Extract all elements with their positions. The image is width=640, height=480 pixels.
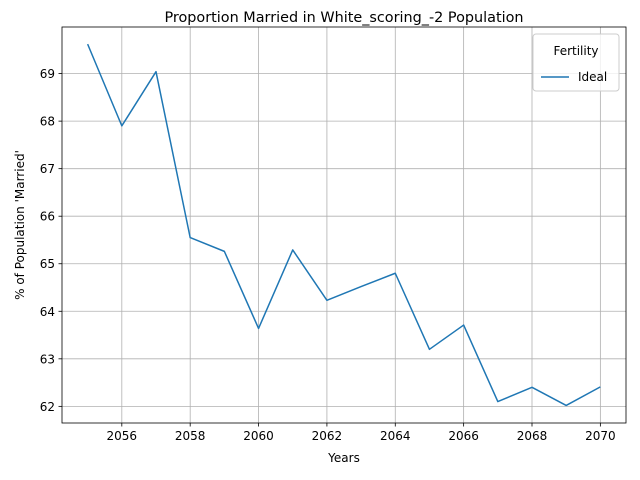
y-tick-label: 63 (40, 352, 55, 366)
chart-title: Proportion Married in White_scoring_-2 P… (164, 10, 523, 26)
x-axis-title: Years (327, 451, 360, 465)
y-tick-label: 64 (40, 305, 55, 319)
x-tick-label: 2066 (448, 429, 479, 443)
x-tick-label: 2062 (312, 429, 343, 443)
y-tick-label: 69 (40, 67, 55, 81)
legend: Fertility Ideal (532, 33, 620, 92)
x-tick-label: 2068 (517, 429, 548, 443)
x-tick-label: 2070 (585, 429, 616, 443)
y-tick-label: 66 (40, 210, 55, 224)
legend-title: Fertility (553, 44, 598, 58)
y-tick-label: 68 (40, 115, 55, 129)
series-group (86, 43, 601, 407)
gridlines (62, 27, 626, 423)
x-tick-label: 2064 (380, 429, 411, 443)
x-axis-ticks: 2056 2058 2060 2062 2064 2066 2068 2070 (107, 423, 616, 443)
plot-frame (61, 26, 627, 424)
x-tick-label: 2060 (243, 429, 274, 443)
y-tick-label: 67 (40, 162, 55, 176)
y-tick-label: 65 (40, 257, 55, 271)
legend-label-ideal: Ideal (578, 70, 607, 84)
y-axis-title: % of Population 'Married' (13, 150, 27, 300)
y-axis-ticks: 62 63 64 65 66 67 68 69 (40, 67, 62, 414)
x-tick-label: 2058 (175, 429, 206, 443)
y-tick-label: 62 (40, 400, 55, 414)
x-tick-label: 2056 (107, 429, 138, 443)
series-line-ideal (86, 43, 601, 407)
